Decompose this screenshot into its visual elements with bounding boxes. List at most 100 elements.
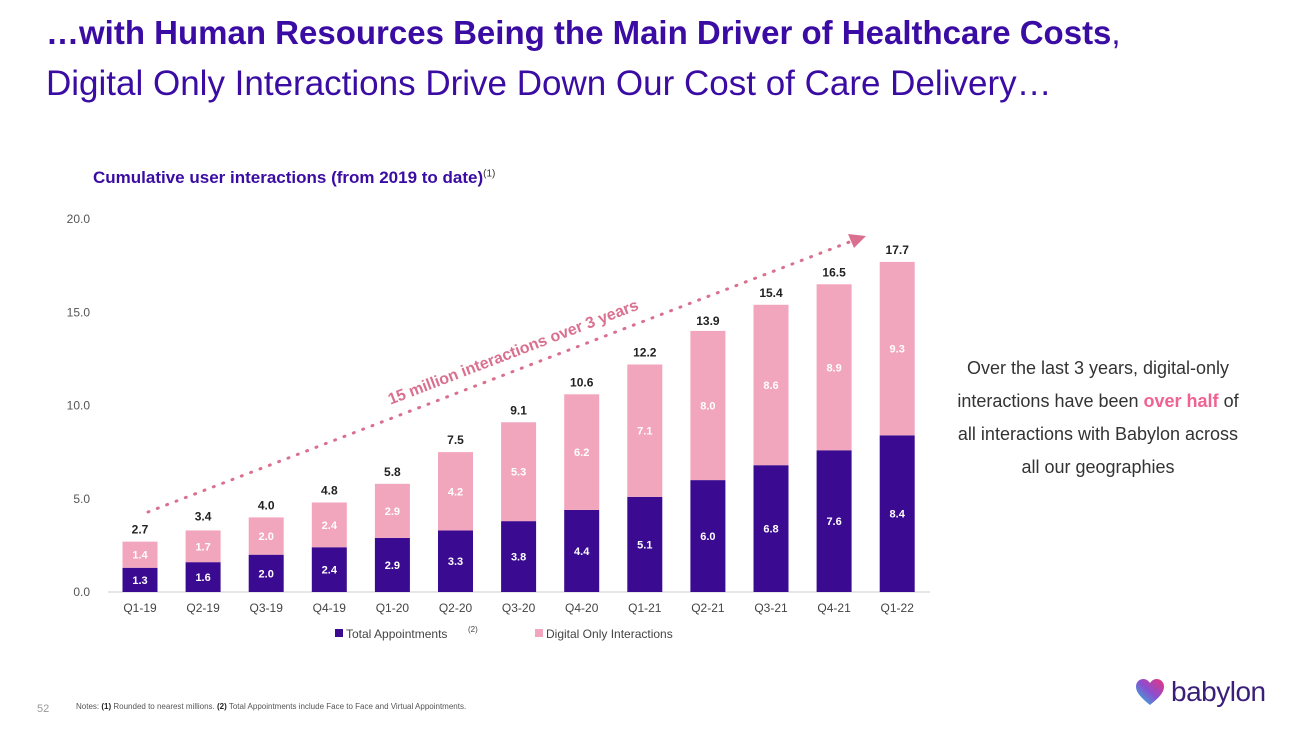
x-tick-label: Q4-20 — [565, 601, 599, 615]
x-tick-label: Q2-20 — [439, 601, 473, 615]
bar-digital — [501, 422, 537, 522]
x-tick-label: Q3-21 — [754, 601, 788, 615]
y-tick-label: 15.0 — [67, 305, 91, 319]
label-digital: 8.9 — [826, 362, 841, 374]
label-digital: 2.0 — [259, 531, 274, 543]
legend-label-appointments: Total Appointments — [346, 627, 447, 641]
label-digital: 7.1 — [637, 426, 652, 438]
x-tick-label: Q2-21 — [691, 601, 725, 615]
label-appointments: 1.6 — [195, 572, 210, 584]
x-tick-label: Q1-21 — [628, 601, 662, 615]
y-tick-label: 0.0 — [73, 585, 90, 599]
bar-digital — [438, 452, 473, 531]
babylon-logo: babylon — [1135, 676, 1266, 708]
trend-arrow-line — [146, 239, 854, 514]
label-appointments: 5.1 — [637, 539, 652, 551]
footnotes: Notes: (1) Rounded to nearest millions. … — [76, 702, 467, 711]
logo-text: babylon — [1171, 676, 1266, 707]
y-tick-label: 5.0 — [73, 492, 90, 506]
label-total: 7.5 — [447, 433, 464, 447]
bar-appointments — [816, 450, 852, 592]
x-tick-label: Q3-19 — [250, 601, 284, 615]
label-total: 5.8 — [384, 465, 401, 479]
bar-appointments — [438, 530, 473, 592]
bar-digital — [627, 364, 663, 497]
label-appointments: 3.8 — [511, 552, 526, 564]
bar-appointments — [690, 480, 726, 592]
label-total: 16.5 — [822, 265, 846, 279]
x-tick-label: Q3-20 — [502, 601, 536, 615]
bar-digital — [185, 530, 221, 563]
legend-sup: (2) — [468, 625, 478, 634]
bar-appointments — [311, 547, 347, 592]
bar-digital — [816, 284, 852, 451]
label-total: 10.6 — [570, 375, 594, 389]
bar-digital — [122, 541, 158, 568]
label-total: 2.7 — [132, 523, 149, 537]
legend-label-digital: Digital Only Interactions — [546, 627, 673, 641]
label-total: 9.1 — [510, 403, 527, 417]
bar-appointments — [374, 537, 410, 592]
bar-digital — [311, 502, 347, 548]
label-digital: 8.0 — [700, 401, 715, 413]
label-total: 12.2 — [633, 345, 657, 359]
label-digital: 1.7 — [195, 541, 210, 553]
bar-appointments — [753, 465, 789, 592]
bar-appointments — [501, 521, 537, 592]
label-total: 4.8 — [321, 483, 338, 497]
label-appointments: 2.4 — [322, 565, 338, 577]
label-appointments: 6.0 — [700, 531, 715, 543]
label-appointments: 7.6 — [826, 516, 841, 528]
bar-appointments — [627, 496, 663, 592]
label-appointments: 4.4 — [574, 546, 590, 558]
label-digital: 2.9 — [385, 506, 400, 518]
annotation-label: 15 million interactions over 3 years — [386, 297, 641, 409]
bar-appointments — [248, 554, 284, 592]
label-appointments: 2.0 — [259, 568, 274, 580]
label-digital: 9.3 — [890, 344, 905, 356]
label-digital: 5.3 — [511, 467, 526, 479]
label-total: 17.7 — [886, 243, 910, 257]
label-total: 15.4 — [759, 286, 783, 300]
label-digital: 1.4 — [132, 550, 148, 562]
label-digital: 8.6 — [763, 380, 778, 392]
label-appointments: 2.9 — [385, 560, 400, 572]
chart-heading: Cumulative user interactions (from 2019 … — [93, 168, 496, 187]
slide-subtitle: Digital Only Interactions Drive Down Our… — [46, 64, 1052, 103]
x-tick-label: Q4-21 — [817, 601, 851, 615]
x-tick-label: Q1-22 — [881, 601, 915, 615]
y-tick-label: 10.0 — [67, 399, 91, 413]
label-total: 13.9 — [696, 314, 720, 328]
bar-digital — [564, 394, 600, 510]
legend-swatch-appointments — [335, 629, 343, 637]
bar-appointments — [564, 509, 600, 592]
bar-appointments — [185, 562, 221, 592]
x-tick-label: Q2-19 — [186, 601, 220, 615]
bar-digital — [248, 517, 284, 555]
bar-digital — [690, 330, 726, 481]
arrow-head-icon — [848, 234, 866, 248]
heart-icon — [1136, 679, 1164, 705]
page-number: 52 — [37, 703, 50, 715]
label-appointments: 6.8 — [763, 524, 778, 536]
y-tick-label: 20.0 — [67, 212, 91, 226]
label-digital: 4.2 — [448, 486, 463, 498]
label-total: 3.4 — [195, 510, 212, 524]
x-tick-label: Q1-19 — [123, 601, 157, 615]
label-total: 4.0 — [258, 498, 275, 512]
bar-appointments — [122, 567, 158, 592]
bar-digital — [374, 483, 410, 538]
label-appointments: 3.3 — [448, 556, 463, 568]
bar-digital — [879, 261, 915, 436]
bar-appointments — [879, 435, 915, 592]
side-callout: Over the last 3 years, digital-only inte… — [957, 358, 1239, 477]
x-tick-label: Q1-20 — [376, 601, 410, 615]
label-appointments: 1.3 — [132, 575, 147, 587]
label-digital: 6.2 — [574, 447, 589, 459]
bar-digital — [753, 304, 789, 466]
slide-title: …with Human Resources Being the Main Dri… — [46, 14, 1121, 51]
x-tick-label: Q4-19 — [313, 601, 347, 615]
label-digital: 2.4 — [322, 520, 338, 532]
label-appointments: 8.4 — [890, 509, 906, 521]
